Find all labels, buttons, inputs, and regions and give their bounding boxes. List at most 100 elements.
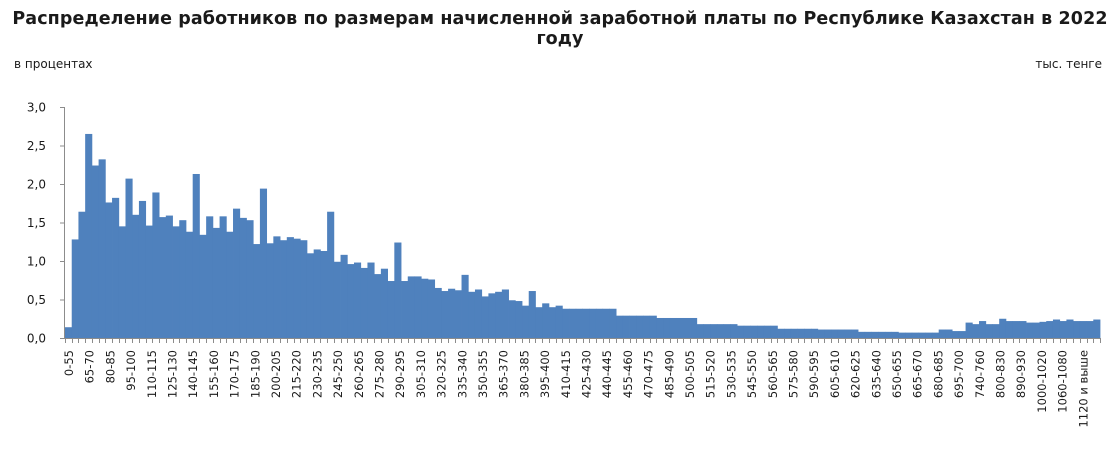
bar bbox=[501, 289, 509, 338]
bar bbox=[253, 244, 261, 338]
bar bbox=[811, 328, 819, 338]
bar bbox=[703, 324, 711, 338]
x-tick-label: 1120 и выше bbox=[1076, 350, 1090, 428]
bar bbox=[91, 165, 99, 338]
x-tick-label: 635-640 bbox=[869, 350, 883, 398]
bar bbox=[542, 303, 550, 338]
bar bbox=[199, 234, 207, 338]
bar bbox=[427, 279, 436, 338]
x-tick-label: 395-400 bbox=[538, 350, 552, 398]
x-tick-label: 680-685 bbox=[931, 350, 945, 398]
x-tick-label: 545-550 bbox=[745, 350, 759, 398]
bar bbox=[374, 274, 382, 338]
y-tick-label: 1,5 bbox=[27, 216, 46, 230]
bar bbox=[864, 331, 872, 338]
bar bbox=[367, 262, 375, 338]
bar bbox=[1012, 321, 1020, 338]
bar bbox=[656, 317, 664, 338]
bar bbox=[495, 291, 503, 338]
bar bbox=[441, 291, 449, 338]
bar bbox=[952, 331, 960, 338]
bar bbox=[1052, 319, 1061, 338]
bar bbox=[118, 226, 126, 338]
bar bbox=[380, 268, 388, 338]
bar bbox=[65, 327, 73, 338]
bar bbox=[690, 317, 698, 338]
bar bbox=[636, 315, 644, 338]
x-tick-label: 305-310 bbox=[414, 350, 428, 398]
x-tick-label: 590-595 bbox=[807, 350, 821, 398]
bar bbox=[784, 328, 792, 338]
bar bbox=[71, 239, 79, 338]
bar bbox=[266, 243, 274, 338]
bar bbox=[683, 317, 691, 338]
bar bbox=[790, 328, 798, 338]
x-tick-label: 575-580 bbox=[787, 350, 801, 398]
x-tick-label: 740-760 bbox=[973, 350, 987, 398]
x-tick-label: 425-430 bbox=[580, 350, 594, 398]
bar bbox=[340, 254, 348, 338]
bar bbox=[387, 281, 395, 338]
bar bbox=[831, 329, 839, 338]
bar bbox=[327, 211, 335, 338]
bar bbox=[851, 329, 859, 338]
bar bbox=[723, 324, 731, 338]
bar bbox=[931, 332, 940, 338]
bar bbox=[192, 173, 200, 338]
bar bbox=[844, 329, 852, 338]
bar bbox=[239, 217, 247, 338]
bar bbox=[804, 328, 812, 338]
bar bbox=[676, 317, 684, 338]
bar bbox=[824, 329, 832, 338]
x-tick-label: 245-250 bbox=[331, 350, 345, 398]
bar bbox=[1093, 319, 1101, 338]
x-tick-label: 290-295 bbox=[393, 350, 407, 398]
x-tick-label: 410-415 bbox=[559, 350, 573, 398]
x-tick-label: 695-700 bbox=[952, 350, 966, 398]
bar bbox=[1032, 322, 1040, 338]
bar bbox=[569, 308, 577, 338]
bar bbox=[609, 308, 617, 338]
bar bbox=[1066, 319, 1074, 338]
bar bbox=[212, 227, 220, 338]
x-tick-label: 800-830 bbox=[994, 350, 1008, 398]
y-tick-label: 3,0 bbox=[27, 101, 46, 115]
bar bbox=[837, 329, 846, 338]
bar bbox=[78, 211, 86, 338]
bar bbox=[602, 308, 610, 338]
bar bbox=[1026, 322, 1034, 338]
bar bbox=[132, 214, 140, 338]
x-tick-label: 890-930 bbox=[1014, 350, 1028, 398]
bar bbox=[911, 332, 919, 338]
bar bbox=[972, 324, 980, 338]
x-tick-label: 320-325 bbox=[435, 350, 449, 398]
bar bbox=[535, 307, 543, 338]
x-axis: 0-55 65-70 80-85 95-100 110-115 125-130 140-14… bbox=[62, 338, 1101, 428]
bar bbox=[528, 291, 536, 338]
bar bbox=[300, 240, 308, 338]
x-tick-label: 470-475 bbox=[642, 350, 656, 398]
bar bbox=[716, 324, 725, 338]
bar bbox=[925, 332, 933, 338]
bar bbox=[616, 315, 624, 338]
bar bbox=[112, 197, 120, 338]
y-tick-label: 2,5 bbox=[27, 139, 46, 153]
bar bbox=[306, 253, 315, 338]
bar bbox=[1019, 321, 1027, 338]
bar bbox=[622, 315, 630, 338]
bar bbox=[313, 249, 321, 338]
bar bbox=[259, 188, 268, 338]
x-tick-label: 500-505 bbox=[683, 350, 697, 398]
bar bbox=[958, 331, 966, 338]
bar bbox=[562, 308, 570, 338]
x-tick-label: 95-100 bbox=[124, 350, 138, 391]
bar bbox=[669, 317, 677, 338]
x-tick-label: 275-280 bbox=[373, 350, 387, 398]
y-tick-label: 2,0 bbox=[27, 178, 46, 192]
bar bbox=[508, 300, 516, 338]
bar bbox=[710, 324, 718, 338]
bar bbox=[394, 242, 402, 338]
bar bbox=[999, 318, 1007, 338]
x-tick-label: 155-160 bbox=[207, 350, 221, 398]
bar bbox=[649, 315, 657, 338]
